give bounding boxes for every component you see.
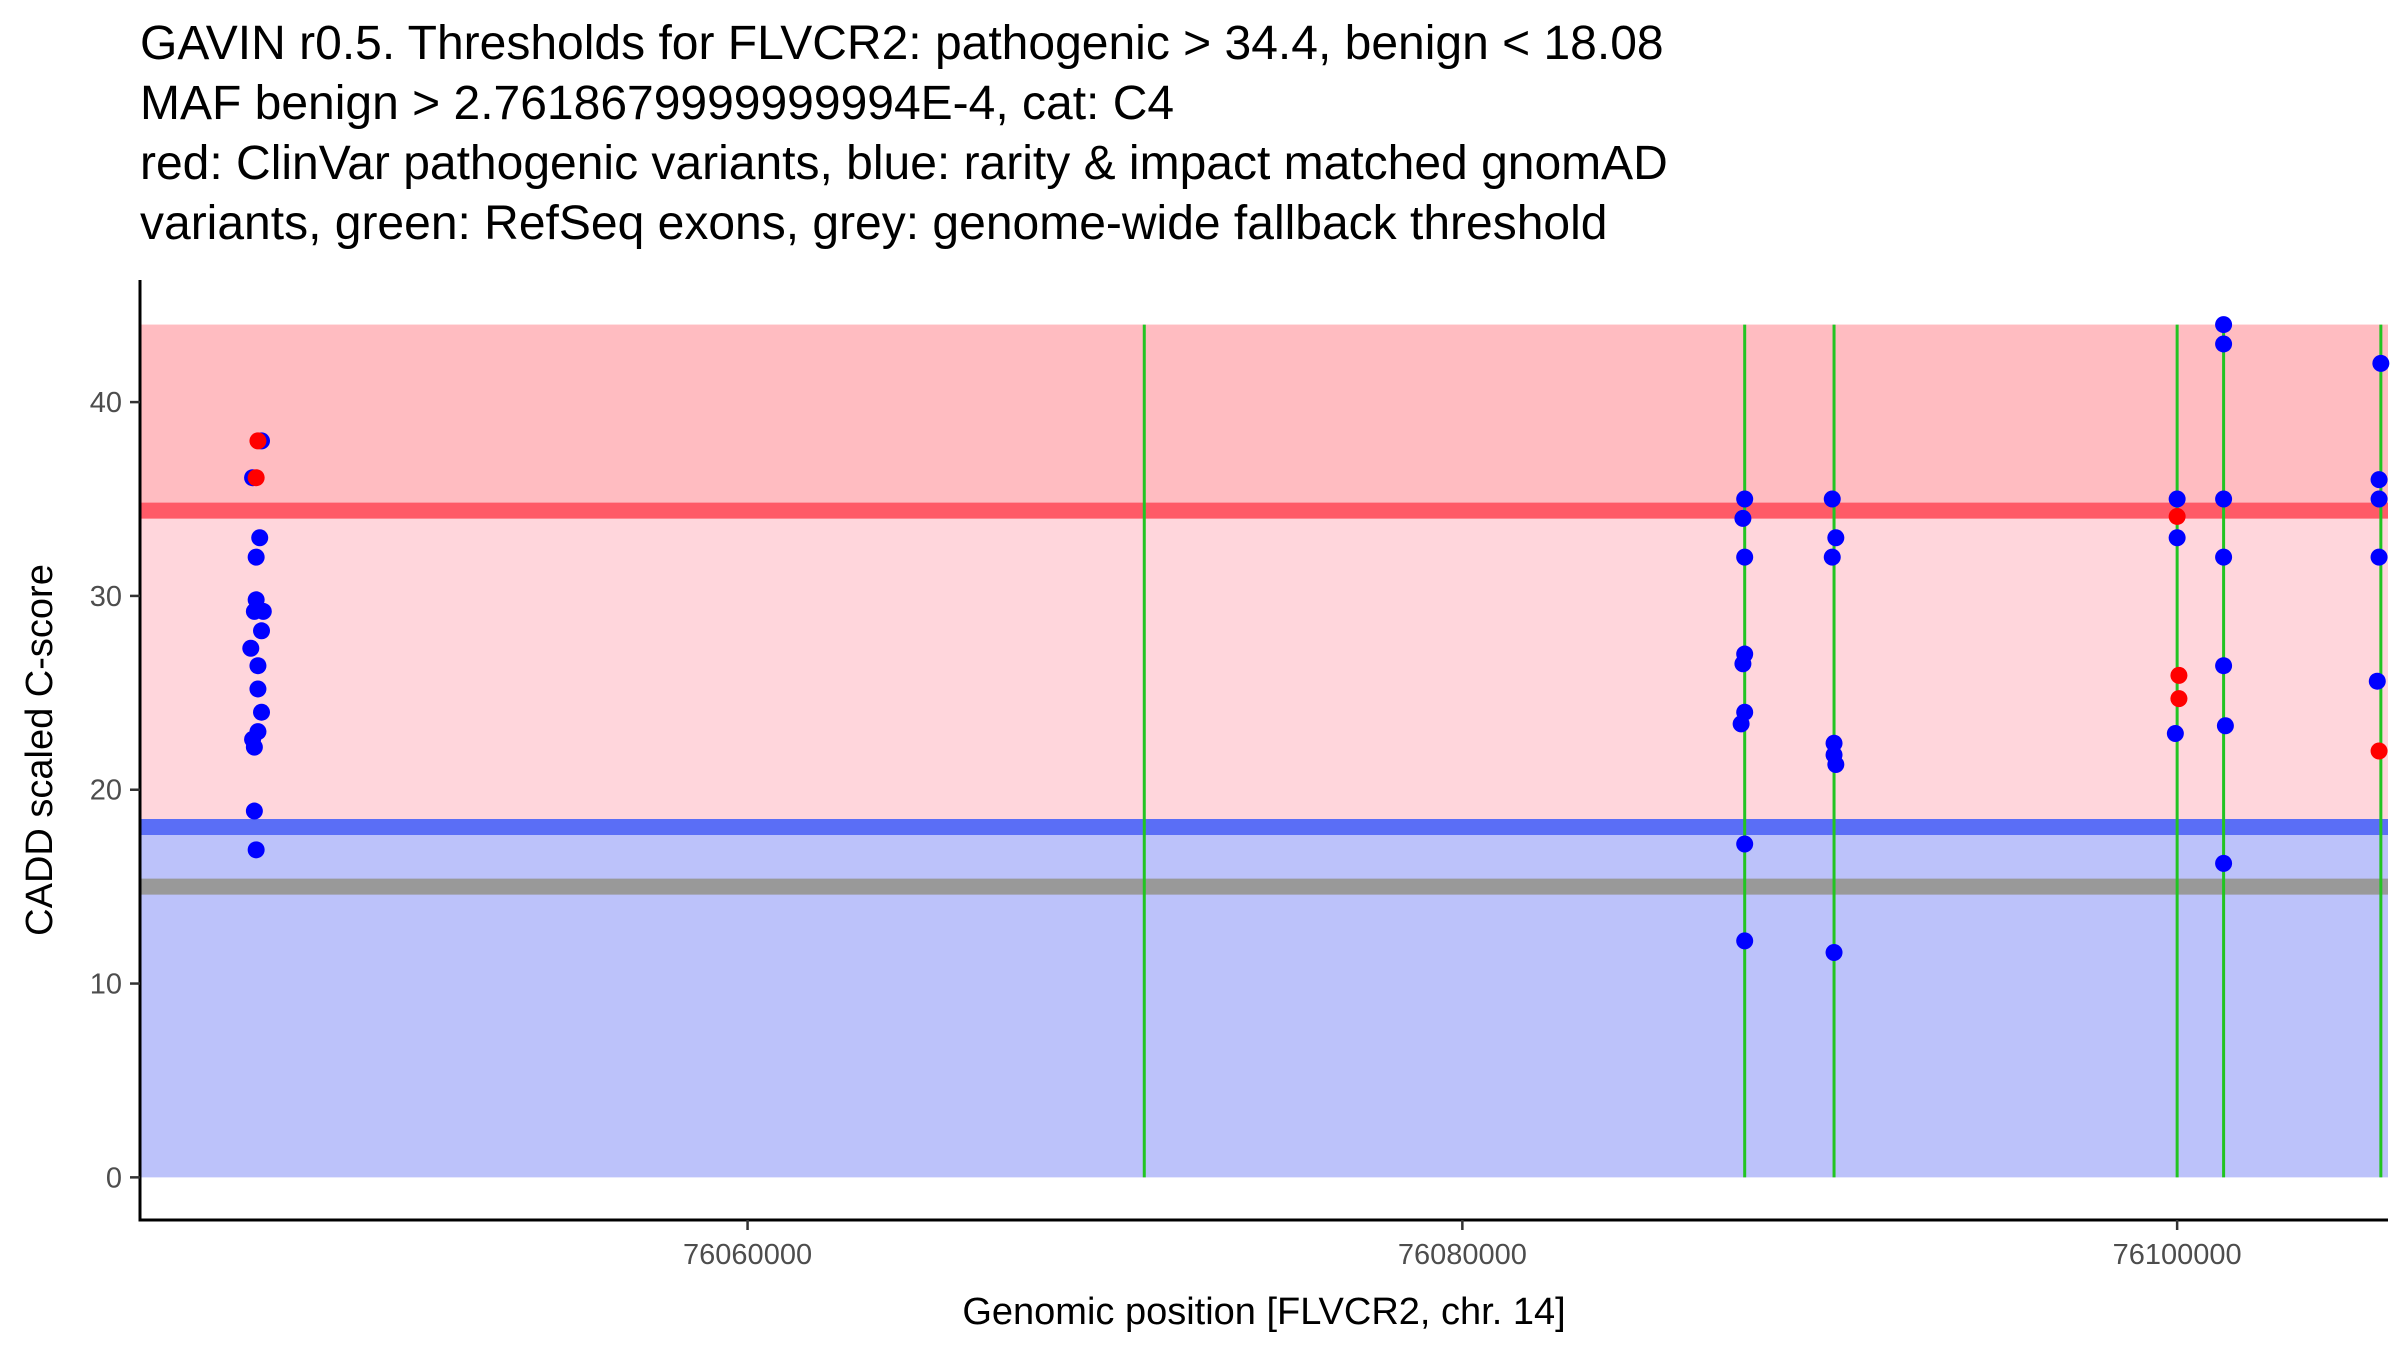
- y-axis-title: CADD scaled C-score: [19, 564, 61, 936]
- threshold-bands: [140, 324, 2388, 1178]
- gnomad-point-21: [1734, 655, 1752, 673]
- gnomad-point-38: [2215, 490, 2233, 508]
- gnomad-point-11: [253, 703, 271, 721]
- x-tick-label-0: 76060000: [683, 1239, 812, 1271]
- gnomad-point-42: [2215, 854, 2233, 872]
- gnomad-point-37: [2215, 335, 2233, 353]
- gnomad-point-31: [1827, 756, 1845, 774]
- clinvar-point-3: [2170, 666, 2188, 684]
- gnomad-point-29: [1825, 734, 1843, 752]
- gnomad-point-17: [1736, 490, 1754, 508]
- gnomad-point-35: [2166, 725, 2184, 743]
- gnomad-point-3: [247, 548, 265, 566]
- gnomad-point-23: [1732, 715, 1750, 733]
- gnomad-point-18: [1734, 509, 1752, 527]
- gnomad-point-10: [249, 680, 267, 698]
- x-tick-label-2: 76100000: [2113, 1239, 2242, 1271]
- title-line-3: red: ClinVar pathogenic variants, blue: …: [140, 137, 1668, 190]
- gnomad-point-39: [2215, 548, 2233, 566]
- y-tick-label-3: 30: [90, 581, 122, 613]
- gnomad-point-44: [2370, 471, 2388, 489]
- gnomad-point-41: [2216, 717, 2234, 735]
- gnomad-point-46: [2370, 548, 2388, 566]
- title-line-1: GAVIN r0.5. Thresholds for FLVCR2: patho…: [140, 17, 1664, 70]
- gnomad-point-47: [2368, 672, 2386, 690]
- y-tick-label-1: 10: [90, 969, 122, 1001]
- gnomad-point-36: [2215, 316, 2233, 334]
- gnomad-point-19: [1736, 548, 1754, 566]
- gnomad-point-14: [245, 738, 263, 756]
- gnomad-point-25: [1736, 932, 1754, 950]
- gnomad-point-16: [247, 841, 265, 859]
- x-axis-title: Genomic position [FLVCR2, chr. 14]: [962, 1291, 1565, 1333]
- gnomad-point-8: [242, 639, 260, 657]
- gnomad-point-45: [2370, 490, 2388, 508]
- y-tick-label-2: 20: [90, 775, 122, 807]
- gnomad-point-26: [1823, 490, 1841, 508]
- gnomad-point-6: [254, 602, 272, 620]
- gnomad-point-24: [1736, 835, 1754, 853]
- axes: 0 10 20 30 40 76060000 76080000 76100000: [90, 280, 2388, 1271]
- variant-points: [242, 316, 2390, 962]
- y-tick-label-0: 0: [106, 1162, 122, 1194]
- gnomad-point-34: [2168, 529, 2186, 547]
- gnomad-point-28: [1823, 548, 1841, 566]
- pathogenic-zone-band: [140, 324, 2388, 511]
- gnomad-point-40: [2215, 657, 2233, 675]
- threshold-lines: [140, 502, 2388, 895]
- gnomad-point-33: [2168, 490, 2186, 508]
- chart-title: GAVIN r0.5. Thresholds for FLVCR2: patho…: [140, 14, 2380, 254]
- gnomad-point-27: [1827, 529, 1845, 547]
- clinvar-point-5: [2370, 742, 2388, 760]
- clinvar-point-4: [2170, 690, 2188, 708]
- gnomad-point-2: [251, 529, 269, 547]
- clinvar-point-2: [2168, 507, 2186, 525]
- clinvar-point-1: [247, 469, 265, 487]
- y-tick-label-4: 40: [90, 387, 122, 419]
- uncertain-zone-band: [140, 510, 2388, 827]
- gnomad-point-43: [2372, 354, 2390, 372]
- gnomad-point-32: [1825, 944, 1843, 962]
- gnomad-point-15: [245, 802, 263, 820]
- gnomad-point-9: [249, 657, 267, 675]
- clinvar-point-0: [249, 432, 267, 450]
- x-tick-label-1: 76080000: [1398, 1239, 1527, 1271]
- gnomad-point-7: [253, 622, 271, 640]
- title-line-2: MAF benign > 2.7618679999999994E-4, cat:…: [140, 77, 1175, 130]
- title-line-4: variants, green: RefSeq exons, grey: gen…: [140, 197, 1608, 250]
